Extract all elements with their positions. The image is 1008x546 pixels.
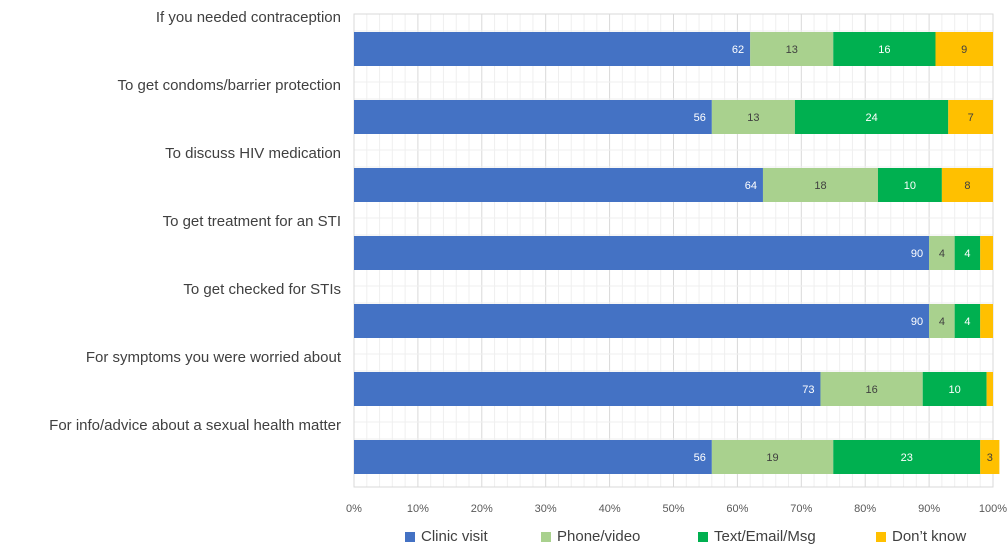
category-label: To get checked for STIs [183, 281, 341, 298]
data-label: 19 [766, 452, 778, 464]
x-tick-label: 40% [599, 503, 621, 515]
bar-segment [354, 100, 712, 134]
category-label: For info/advice about a sexual health ma… [49, 417, 341, 434]
x-tick-label: 50% [662, 503, 684, 515]
x-tick-label: 80% [854, 503, 876, 515]
bar-segment [833, 32, 936, 66]
bar-segment [354, 168, 763, 202]
data-label: 24 [865, 112, 877, 124]
category-label: To get treatment for an STI [163, 213, 341, 230]
bar-segment [980, 440, 1000, 474]
bar-segment [833, 440, 981, 474]
x-tick-label: 30% [535, 503, 557, 515]
legend-swatch [876, 531, 886, 542]
bar-segment [922, 372, 987, 406]
bar-segment [711, 100, 795, 134]
bar-segment [354, 372, 821, 406]
data-label: 13 [747, 112, 759, 124]
bar-segment [794, 100, 949, 134]
bar-segment [935, 32, 993, 66]
x-tick-label: 100% [979, 503, 1007, 515]
category-label: For symptoms you were worried about [86, 349, 342, 366]
data-label: 4 [964, 248, 970, 260]
data-label: 8 [964, 180, 970, 192]
legend-swatch [405, 531, 415, 542]
data-label: 62 [732, 44, 744, 56]
data-label: 73 [802, 384, 814, 396]
data-label: 13 [786, 44, 798, 56]
x-tick-label: 60% [726, 503, 748, 515]
data-label: 4 [964, 316, 970, 328]
data-label: 56 [694, 452, 706, 464]
bar-segment [954, 236, 981, 270]
legend-label: Text/Email/Msg [714, 528, 816, 545]
legend-label: Clinic visit [421, 528, 488, 545]
data-label: 16 [865, 384, 877, 396]
data-label: 4 [939, 316, 945, 328]
data-label: 7 [968, 112, 974, 124]
data-label: 56 [694, 112, 706, 124]
bar-segment [929, 236, 955, 270]
data-label: 10 [949, 384, 961, 396]
bar-segment [354, 304, 930, 338]
legend-item: Clinic visit [405, 527, 488, 546]
legend-label: Phone/video [557, 528, 641, 545]
category-label: To discuss HIV medication [165, 145, 341, 162]
bar-segment [954, 304, 981, 338]
x-tick-label: 90% [918, 503, 940, 515]
bar-segment [711, 440, 834, 474]
bar-segment [750, 32, 834, 66]
legend-item: Don’t know [876, 527, 966, 546]
legend-item: Text/Email/Msg [698, 527, 816, 546]
bar-segment [980, 304, 993, 338]
data-label: 18 [814, 180, 826, 192]
stacked-bar-chart: 0% 10% 20% 30% 40% 50% 60% 70% 80% 90% 100% If you … [49, 9, 1007, 515]
bar-segment [820, 372, 923, 406]
data-label: 4 [939, 248, 945, 260]
bar-segment [354, 236, 930, 270]
data-label: 90 [911, 248, 923, 260]
bar-segment [929, 304, 955, 338]
data-label: 10 [904, 180, 916, 192]
legend-item: Phone/video [541, 527, 640, 546]
x-tick-label: 10% [407, 503, 429, 515]
x-tick-label: 0% [346, 503, 362, 515]
bar-segment [941, 168, 993, 202]
bar-segment [354, 440, 712, 474]
x-tick-label: 20% [471, 503, 493, 515]
data-label: 16 [878, 44, 890, 56]
legend-swatch [698, 531, 708, 542]
bar-segment [762, 168, 878, 202]
category-label: To get condoms/barrier protection [118, 77, 341, 94]
data-label: 3 [987, 452, 993, 464]
bar-segment [354, 32, 751, 66]
bar-segment [986, 372, 993, 406]
data-label: 64 [745, 180, 757, 192]
chart-legend: Clinic visit Phone/video Text/Email/Msg Don… [0, 527, 1008, 546]
bar-segment [948, 100, 993, 134]
category-label: If you needed contraception [156, 9, 341, 26]
legend-label: Don’t know [892, 528, 967, 545]
bar-segment [877, 168, 942, 202]
data-label: 23 [901, 452, 913, 464]
x-tick-label: 70% [790, 503, 812, 515]
data-label: 90 [911, 316, 923, 328]
bar-segment [980, 236, 993, 270]
legend-swatch [541, 531, 551, 542]
data-label: 9 [961, 44, 967, 56]
